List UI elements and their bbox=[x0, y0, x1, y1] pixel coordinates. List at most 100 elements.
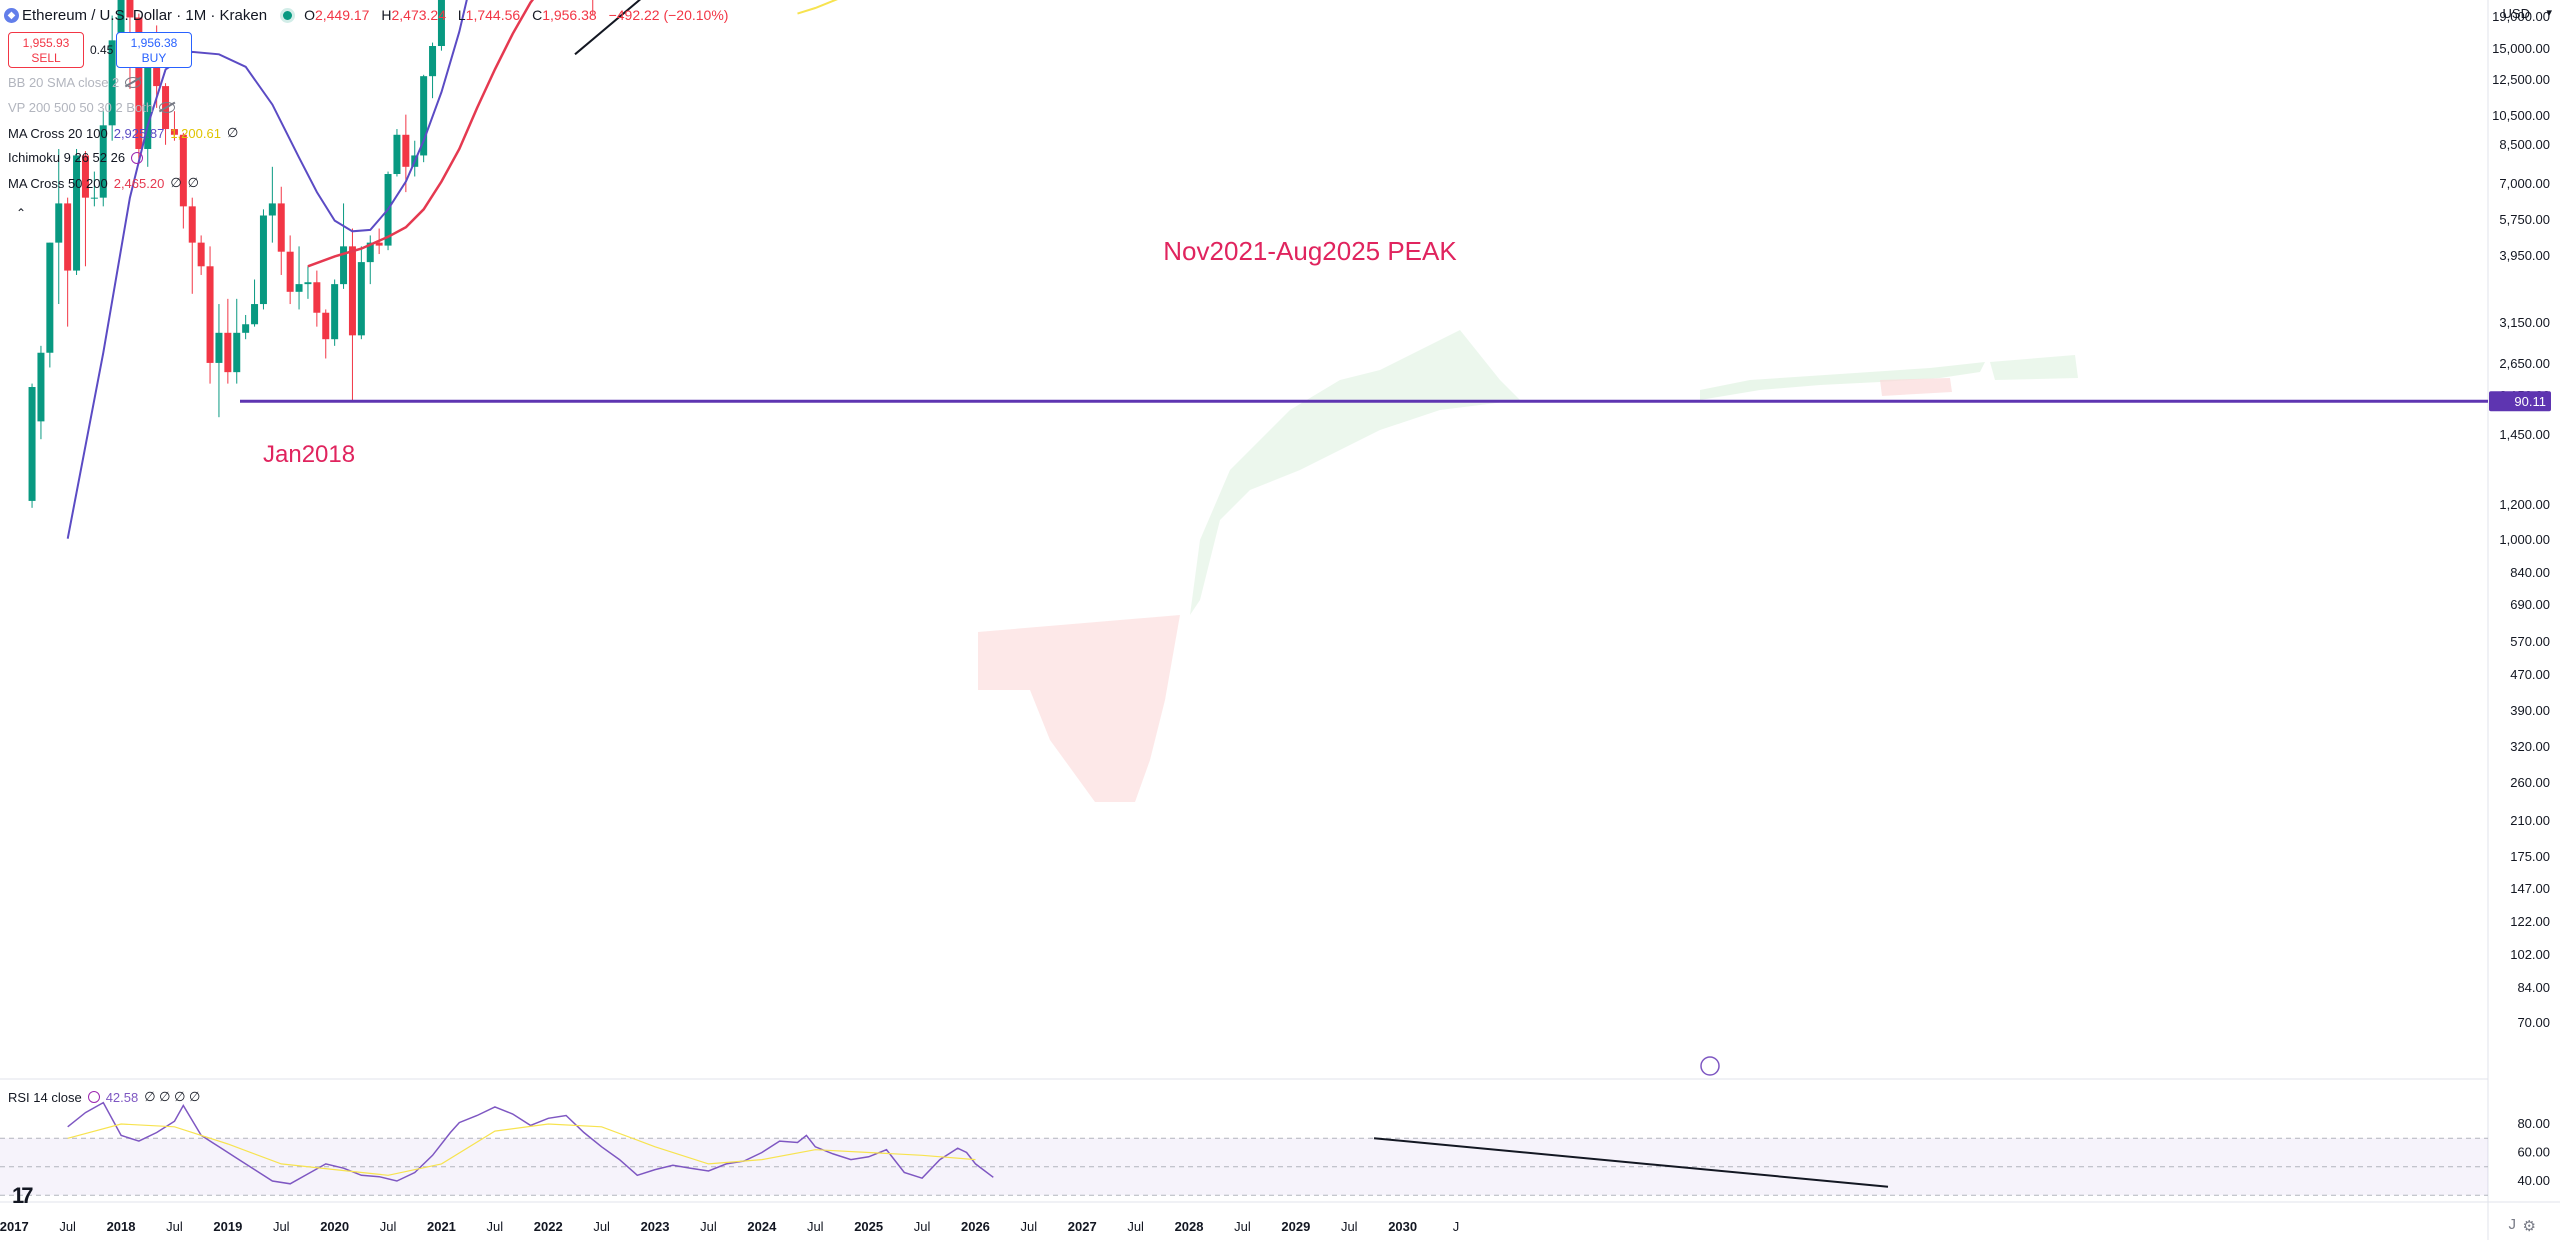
rsi-tick-label: 80.00 bbox=[2517, 1116, 2550, 1131]
candle-body bbox=[259, 215, 267, 305]
trend-line-support bbox=[574, 0, 642, 56]
time-tick-label: Jul bbox=[59, 1219, 76, 1234]
indicator-ma-cross-50-200[interactable]: MA Cross 50 200 2,465.20 ∅ ∅ bbox=[8, 175, 199, 191]
time-tick-label: 2020 bbox=[320, 1219, 349, 1234]
rsi-name: RSI 14 close bbox=[8, 1089, 82, 1105]
indicator-bb-name: BB 20 SMA close 2 bbox=[8, 75, 120, 90]
ichimoku-cloud-future-red bbox=[1880, 378, 1952, 396]
ohlc-low-value: 1,744.56 bbox=[465, 7, 521, 23]
candle-body bbox=[90, 197, 98, 199]
price-tick-label: 470.00 bbox=[2510, 667, 2550, 682]
ichimoku-settings-icon[interactable] bbox=[131, 151, 144, 164]
candle-body bbox=[117, 0, 125, 41]
candle-body bbox=[331, 284, 339, 340]
candle-body bbox=[46, 242, 54, 353]
time-tick-label: 2030 bbox=[1388, 1219, 1417, 1234]
price-tick-label: 2,650.00 bbox=[2499, 356, 2550, 371]
rsi-line bbox=[67, 1101, 994, 1185]
candle-body bbox=[215, 332, 223, 363]
currency-label[interactable]: USD bbox=[2502, 6, 2530, 21]
candle-body bbox=[170, 129, 178, 135]
rsi-ma-line bbox=[67, 1123, 976, 1176]
candle-body bbox=[206, 266, 214, 363]
ichimoku-cloud-future-green bbox=[1990, 355, 2078, 380]
hidden-eye-icon[interactable] bbox=[125, 77, 142, 88]
candle-body bbox=[251, 304, 259, 325]
rsi-tick-label: 60.00 bbox=[2517, 1145, 2550, 1160]
price-tick-label: 690.00 bbox=[2510, 597, 2550, 612]
ma200-value: ∅ bbox=[170, 175, 182, 190]
candle-body bbox=[37, 352, 45, 422]
indicator-ma-cross-20-100[interactable]: MA Cross 20 100 2,925.87 1,200.61 ∅ bbox=[8, 125, 238, 141]
hidden-eye-icon[interactable] bbox=[159, 102, 176, 113]
time-tick-label: Jul bbox=[1021, 1219, 1038, 1234]
candle-body bbox=[126, 0, 134, 18]
gear-icon[interactable]: ⚙ bbox=[2522, 1218, 2536, 1235]
candle-body bbox=[295, 284, 303, 292]
price-tick-label: 390.00 bbox=[2510, 703, 2550, 718]
cross2-value: ∅ bbox=[187, 175, 199, 190]
sell-label: SELL bbox=[31, 51, 61, 65]
time-tick-label: 2024 bbox=[747, 1219, 777, 1234]
candle-body bbox=[73, 155, 81, 271]
indicator-vp[interactable]: VP 200 500 50 30 2 Both bbox=[8, 100, 176, 115]
ohlc-high-key: H bbox=[381, 7, 392, 23]
rsi-legend[interactable]: RSI 14 close 42.58 ∅ ∅ ∅ ∅ bbox=[8, 1089, 200, 1105]
price-tick-label: 70.00 bbox=[2517, 1015, 2550, 1030]
chevron-down-icon[interactable]: ▾ bbox=[2546, 7, 2552, 19]
candle-body bbox=[277, 203, 285, 252]
time-tick-label: Jul bbox=[700, 1219, 717, 1234]
symbol-title[interactable]: Ethereum / U.S. Dollar · 1M · Kraken bbox=[22, 6, 268, 24]
trade-buttons: 1,955.93 SELL 0.45 1,956.38 BUY bbox=[8, 32, 192, 68]
collapse-legend-icon[interactable]: ⌃ bbox=[15, 206, 27, 220]
candle-body bbox=[286, 251, 294, 292]
indicator-ma50-name: MA Cross 50 200 bbox=[8, 175, 108, 191]
time-tick-label: 2027 bbox=[1068, 1219, 1097, 1234]
candle-body bbox=[429, 46, 437, 77]
ohlc-close-key: C bbox=[532, 7, 543, 23]
candle-body bbox=[99, 125, 107, 198]
buy-price: 1,956.38 bbox=[130, 36, 178, 50]
buy-button[interactable]: 1,956.38 BUY bbox=[116, 32, 192, 68]
indicator-bb[interactable]: BB 20 SMA close 2 bbox=[8, 75, 142, 90]
sell-button[interactable]: 1,955.93 SELL bbox=[8, 32, 84, 68]
rsi-value: 42.58 bbox=[105, 1089, 139, 1105]
candle-body bbox=[268, 203, 276, 216]
tradingview-logo-icon[interactable]: 17 bbox=[12, 1183, 34, 1208]
price-tick-label: 147.00 bbox=[2510, 881, 2550, 896]
ohlc-open-key: O bbox=[304, 7, 315, 23]
price-tick-label: 840.00 bbox=[2510, 565, 2550, 580]
indicator-ichimoku[interactable]: Ichimoku 9 26 52 26 bbox=[8, 150, 144, 165]
time-tick-label: Jul bbox=[1341, 1219, 1358, 1234]
rsi-tick-label: 40.00 bbox=[2517, 1173, 2550, 1188]
time-tick-label: Jul bbox=[914, 1219, 931, 1234]
candle-body bbox=[340, 246, 348, 285]
spread-value: 0.45 bbox=[90, 43, 114, 57]
ohlc-low-key: L bbox=[457, 7, 466, 23]
price-tick-label: 12,500.00 bbox=[2492, 72, 2550, 87]
rsi-settings-icon[interactable] bbox=[87, 1091, 100, 1103]
candle-body bbox=[197, 242, 205, 267]
price-tick-label: 7,000.00 bbox=[2499, 176, 2550, 191]
price-tick-label: 260.00 bbox=[2510, 775, 2550, 790]
price-tick-label: 570.00 bbox=[2510, 634, 2550, 649]
goto-date-icon[interactable]: J bbox=[2508, 1216, 2517, 1233]
time-tick-label: 2017 bbox=[0, 1219, 29, 1234]
time-tick-label: 2025 bbox=[854, 1219, 883, 1234]
indicator-ichimoku-name: Ichimoku 9 26 52 26 bbox=[8, 150, 126, 165]
ohlc-values: O2,449.17 H2,473.24 L1,744.56 C1,956.38 … bbox=[304, 7, 736, 23]
price-tick-label: 1,450.00 bbox=[2499, 427, 2550, 442]
time-tick-label: Jul bbox=[380, 1219, 397, 1234]
price-tick-label: 8,500.00 bbox=[2499, 137, 2550, 152]
time-tick-label: 2023 bbox=[641, 1219, 670, 1234]
candle-body bbox=[188, 206, 196, 243]
ma-50-line bbox=[307, 0, 535, 268]
ichimoku-cloud-red bbox=[978, 615, 1180, 802]
time-tick-label: Jul bbox=[273, 1219, 290, 1234]
candle-body bbox=[64, 203, 72, 271]
indicator-ma20-name: MA Cross 20 100 bbox=[8, 125, 108, 141]
time-tick-label: Jul bbox=[593, 1219, 610, 1234]
ohlc-change-value: −492.22 (−20.10%) bbox=[608, 7, 729, 23]
indicator-vp-name: VP 200 500 50 30 2 Both bbox=[8, 100, 154, 115]
